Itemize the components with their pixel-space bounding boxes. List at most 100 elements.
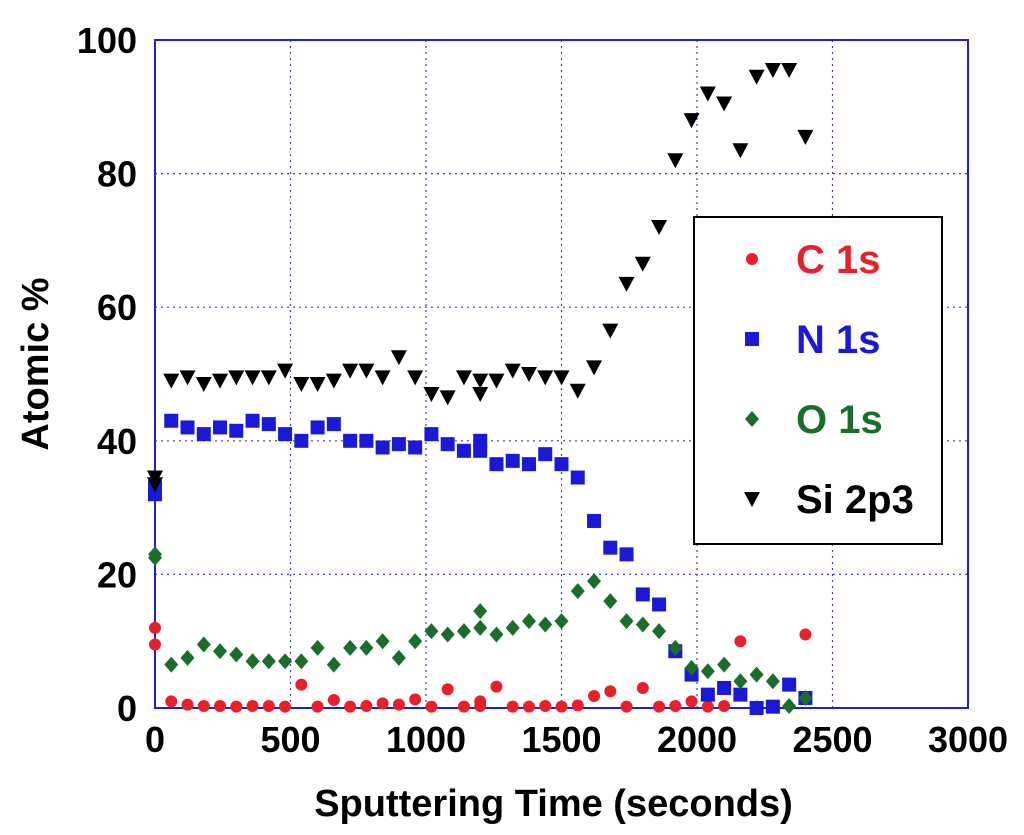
data-point	[228, 370, 245, 386]
data-point	[489, 457, 504, 472]
legend-box	[693, 216, 943, 545]
data-point	[245, 413, 260, 428]
data-point	[505, 453, 520, 468]
data-point	[375, 440, 390, 455]
data-point	[472, 387, 489, 403]
data-point	[764, 63, 781, 79]
data-point	[555, 700, 568, 713]
data-point	[277, 363, 294, 379]
data-point	[587, 513, 602, 528]
series-c-1s	[149, 621, 812, 713]
legend-label: N 1s	[796, 318, 881, 362]
data-point	[149, 638, 161, 651]
data-point	[180, 420, 195, 435]
data-point	[749, 666, 764, 683]
data-point	[392, 698, 405, 711]
x-tick-label: 500	[260, 719, 320, 760]
legend-item: O 1s	[745, 398, 883, 442]
data-point	[732, 143, 749, 159]
data-point	[733, 687, 748, 702]
legend-marker	[746, 253, 758, 265]
data-point	[441, 683, 454, 696]
x-axis-label: Sputtering Time (seconds)	[314, 783, 793, 825]
data-point	[635, 616, 650, 633]
data-point	[604, 685, 617, 698]
data-point	[651, 220, 668, 236]
data-point	[603, 540, 618, 555]
x-tick-label: 2000	[657, 719, 737, 760]
data-point	[652, 623, 667, 640]
x-tick-label: 1500	[521, 719, 601, 760]
data-point	[425, 700, 438, 713]
data-point	[196, 427, 211, 442]
legend-label: Si 2p3	[796, 478, 914, 522]
x-tick-label: 3000	[928, 719, 1008, 760]
data-point	[229, 423, 244, 438]
data-point	[634, 256, 651, 272]
data-point	[717, 656, 732, 673]
data-point	[343, 433, 358, 448]
data-point	[636, 681, 649, 694]
y-tick-label: 80	[97, 154, 137, 195]
legend-marker	[744, 492, 760, 507]
data-point	[505, 619, 520, 636]
data-point	[359, 433, 374, 448]
legend-item: C 1s	[746, 238, 881, 282]
data-point	[359, 639, 374, 656]
data-point	[473, 443, 488, 458]
data-point	[261, 417, 276, 432]
y-tick-label: 60	[97, 287, 137, 328]
data-point	[602, 323, 619, 339]
data-point	[165, 695, 178, 708]
data-point	[424, 427, 439, 442]
data-point	[488, 373, 505, 389]
data-point	[619, 613, 634, 630]
data-point	[521, 613, 536, 630]
x-tick-label: 2500	[792, 719, 872, 760]
data-point	[474, 695, 487, 708]
data-point	[212, 373, 229, 389]
data-point	[407, 370, 424, 386]
data-point	[325, 373, 342, 389]
data-point	[553, 370, 570, 386]
data-point	[391, 437, 406, 452]
data-point	[197, 699, 210, 712]
legend-label: O 1s	[796, 398, 883, 442]
data-point	[781, 63, 798, 79]
data-point	[588, 689, 601, 702]
data-point	[163, 373, 180, 389]
y-tick-label: 100	[77, 20, 137, 61]
data-point	[408, 440, 423, 455]
data-point	[455, 370, 472, 386]
data-point	[782, 697, 797, 714]
data-point	[439, 390, 456, 406]
data-point	[279, 700, 292, 713]
legend-marker	[745, 411, 759, 427]
data-point	[618, 276, 635, 292]
data-point	[457, 700, 470, 713]
x-tick-label: 1000	[386, 719, 466, 760]
data-point	[571, 699, 584, 712]
data-points	[147, 63, 814, 715]
data-point	[327, 693, 340, 706]
data-point	[537, 370, 554, 386]
data-point	[213, 643, 228, 660]
data-point	[294, 653, 309, 670]
data-point	[326, 656, 341, 673]
legend-marker	[745, 332, 759, 346]
data-point	[456, 623, 471, 640]
data-point	[669, 699, 682, 712]
data-point	[472, 373, 489, 389]
data-point	[260, 370, 277, 386]
data-point	[521, 457, 536, 472]
data-point	[424, 623, 439, 640]
data-point	[569, 383, 586, 399]
legend-item: N 1s	[745, 318, 881, 362]
series-si-2p3	[147, 63, 814, 493]
data-point	[309, 377, 326, 393]
data-point	[311, 700, 324, 713]
data-point	[147, 477, 163, 493]
data-point	[718, 699, 731, 712]
data-point	[683, 113, 700, 129]
x-ticks: 0 500 1000 1500 2000 2500 3000	[145, 719, 1008, 760]
